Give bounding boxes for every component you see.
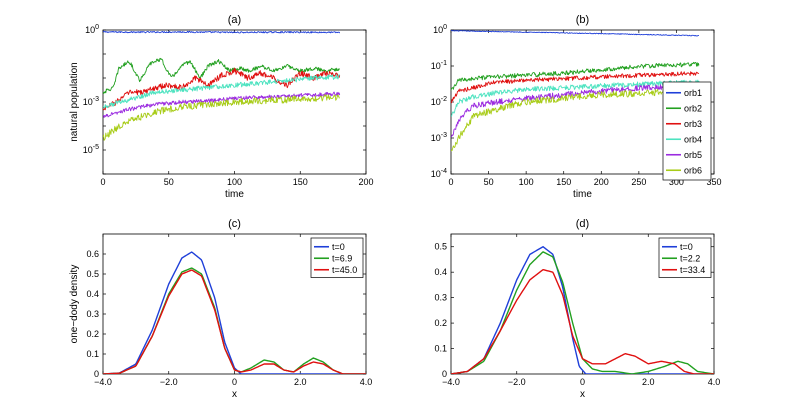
x-tick-label: 50 xyxy=(164,177,174,187)
series-line-orb4 xyxy=(451,79,700,117)
series-group xyxy=(103,30,341,141)
legend: orb1 orb2 orb3 orb4 orb5 orb6 xyxy=(662,81,712,181)
x-tick-label: 0 xyxy=(448,177,453,187)
y-tick-label: 0.3 xyxy=(86,309,99,319)
series-group xyxy=(103,251,366,374)
legend-label: orb3 xyxy=(684,119,702,129)
series-line-orb5 xyxy=(103,91,341,118)
x-tick-label: 4.0 xyxy=(708,377,721,387)
legend-label: orb2 xyxy=(684,103,702,113)
y-axis-label: natural population xyxy=(69,62,80,142)
panel-title: (d) xyxy=(576,218,589,230)
x-tick-label: 300 xyxy=(669,177,684,187)
x-tick-label: 0 xyxy=(580,377,585,387)
legend-label: t=0 xyxy=(680,242,693,252)
x-tick-label: 100 xyxy=(227,177,242,187)
series-line-t=6.9 xyxy=(103,267,366,374)
x-tick-label: −4.0 xyxy=(94,377,112,387)
y-tick-label: 0.2 xyxy=(86,329,99,339)
y-tick-label: 10-5 xyxy=(83,144,99,155)
x-tick-label: 200 xyxy=(358,177,373,187)
panel-title: (c) xyxy=(228,218,241,230)
legend-box xyxy=(662,81,712,181)
panel-title: (b) xyxy=(576,14,589,26)
panel-c: (c) −4.0 −2.0 0 2.0 4.0 0 0.1 0.2 0.3 0.4 0.5 0.6 x on… xyxy=(69,218,372,400)
x-axis-label: x xyxy=(580,389,585,400)
series-line-orb1 xyxy=(103,30,341,34)
y-tick-label: 100 xyxy=(433,24,447,35)
y-tick-label: 0.3 xyxy=(434,293,447,303)
y-tick-label: 10-4 xyxy=(431,168,447,179)
panel-d: (d)−4.0 −2.0 0 2.0 4.000.10.20.30.40.5xt=0t=… xyxy=(434,218,720,400)
legend-label: t=6.9 xyxy=(332,253,352,263)
y-tick-label: 10-3 xyxy=(431,132,447,143)
y-tick-label: 0.5 xyxy=(86,269,99,279)
legend-label: orb6 xyxy=(684,165,702,175)
legend-label: t=0 xyxy=(332,242,345,252)
y-tick-label: 10-2 xyxy=(431,96,447,107)
legend: t=0t=2.2 t=33.4 xyxy=(658,237,712,278)
x-axis-label: time xyxy=(573,189,592,200)
panel-a: (a) 0 50 100 150 200 100 10-3 10-5 time natural po… xyxy=(69,14,374,200)
x-tick-label: 350 xyxy=(706,177,721,187)
series-line-orb6 xyxy=(451,87,700,152)
x-tick-label: 150 xyxy=(556,177,571,187)
x-tick-label: 50 xyxy=(484,177,494,187)
legend: t=0t=6.9 t=45.0 xyxy=(310,237,364,278)
series-line-t=45.0 xyxy=(103,269,366,374)
y-tick-label: 0.2 xyxy=(434,318,447,328)
y-tick-label: 0 xyxy=(94,369,99,379)
x-axis-label: time xyxy=(225,189,244,200)
y-tick-label: 0.5 xyxy=(434,242,447,252)
y-tick-label: 0.6 xyxy=(86,249,99,259)
legend-label: t=33.4 xyxy=(680,265,705,275)
series-line-orb2 xyxy=(451,61,700,91)
x-tick-label: 2.0 xyxy=(642,377,655,387)
series-line-t=0 xyxy=(451,246,714,374)
y-tick-label: 100 xyxy=(85,24,99,35)
panel-b: (b) 0 50 100 150 200 250 300 350 100 10-1 10-2 10-3 1… xyxy=(431,14,722,200)
x-tick-label: 150 xyxy=(293,177,308,187)
x-axis-label: x xyxy=(232,389,237,400)
series-line-orb1 xyxy=(451,30,699,37)
legend-label: orb1 xyxy=(684,88,702,98)
legend-label: orb5 xyxy=(684,150,702,160)
series-group xyxy=(451,246,714,374)
y-axis-label: one−dody density xyxy=(69,265,80,344)
y-tick-label: 10-3 xyxy=(83,96,99,107)
series-group xyxy=(451,30,700,152)
legend-label: t=2.2 xyxy=(680,253,700,263)
y-tick-label: 0.4 xyxy=(86,289,99,299)
x-tick-label: 2.0 xyxy=(294,377,307,387)
series-line-orb3 xyxy=(451,71,700,104)
x-tick-label: 0 xyxy=(232,377,237,387)
series-line-orb3 xyxy=(103,67,341,111)
x-tick-label: 0 xyxy=(100,177,105,187)
x-tick-label: −2.0 xyxy=(160,377,178,387)
y-tick-label: 0.1 xyxy=(434,344,447,354)
panel-title: (a) xyxy=(228,14,241,26)
x-tick-label: −4.0 xyxy=(442,377,460,387)
x-tick-label: 200 xyxy=(594,177,609,187)
x-tick-label: −2.0 xyxy=(508,377,526,387)
series-line-orb2 xyxy=(103,57,340,94)
legend-label: t=45.0 xyxy=(332,265,357,275)
series-line-orb4 xyxy=(103,74,340,109)
series-line-orb6 xyxy=(103,94,340,141)
y-tick-label: 0 xyxy=(442,369,447,379)
x-tick-label: 100 xyxy=(519,177,534,187)
y-tick-label: 0.1 xyxy=(86,349,99,359)
series-line-t=33.4 xyxy=(451,268,714,374)
x-tick-label: 4.0 xyxy=(360,377,373,387)
series-line-t=0 xyxy=(103,251,366,374)
y-tick-label: 0.4 xyxy=(434,267,447,277)
y-tick-label: 10-1 xyxy=(431,60,447,71)
legend-label: orb4 xyxy=(684,134,702,144)
x-tick-label: 250 xyxy=(631,177,646,187)
